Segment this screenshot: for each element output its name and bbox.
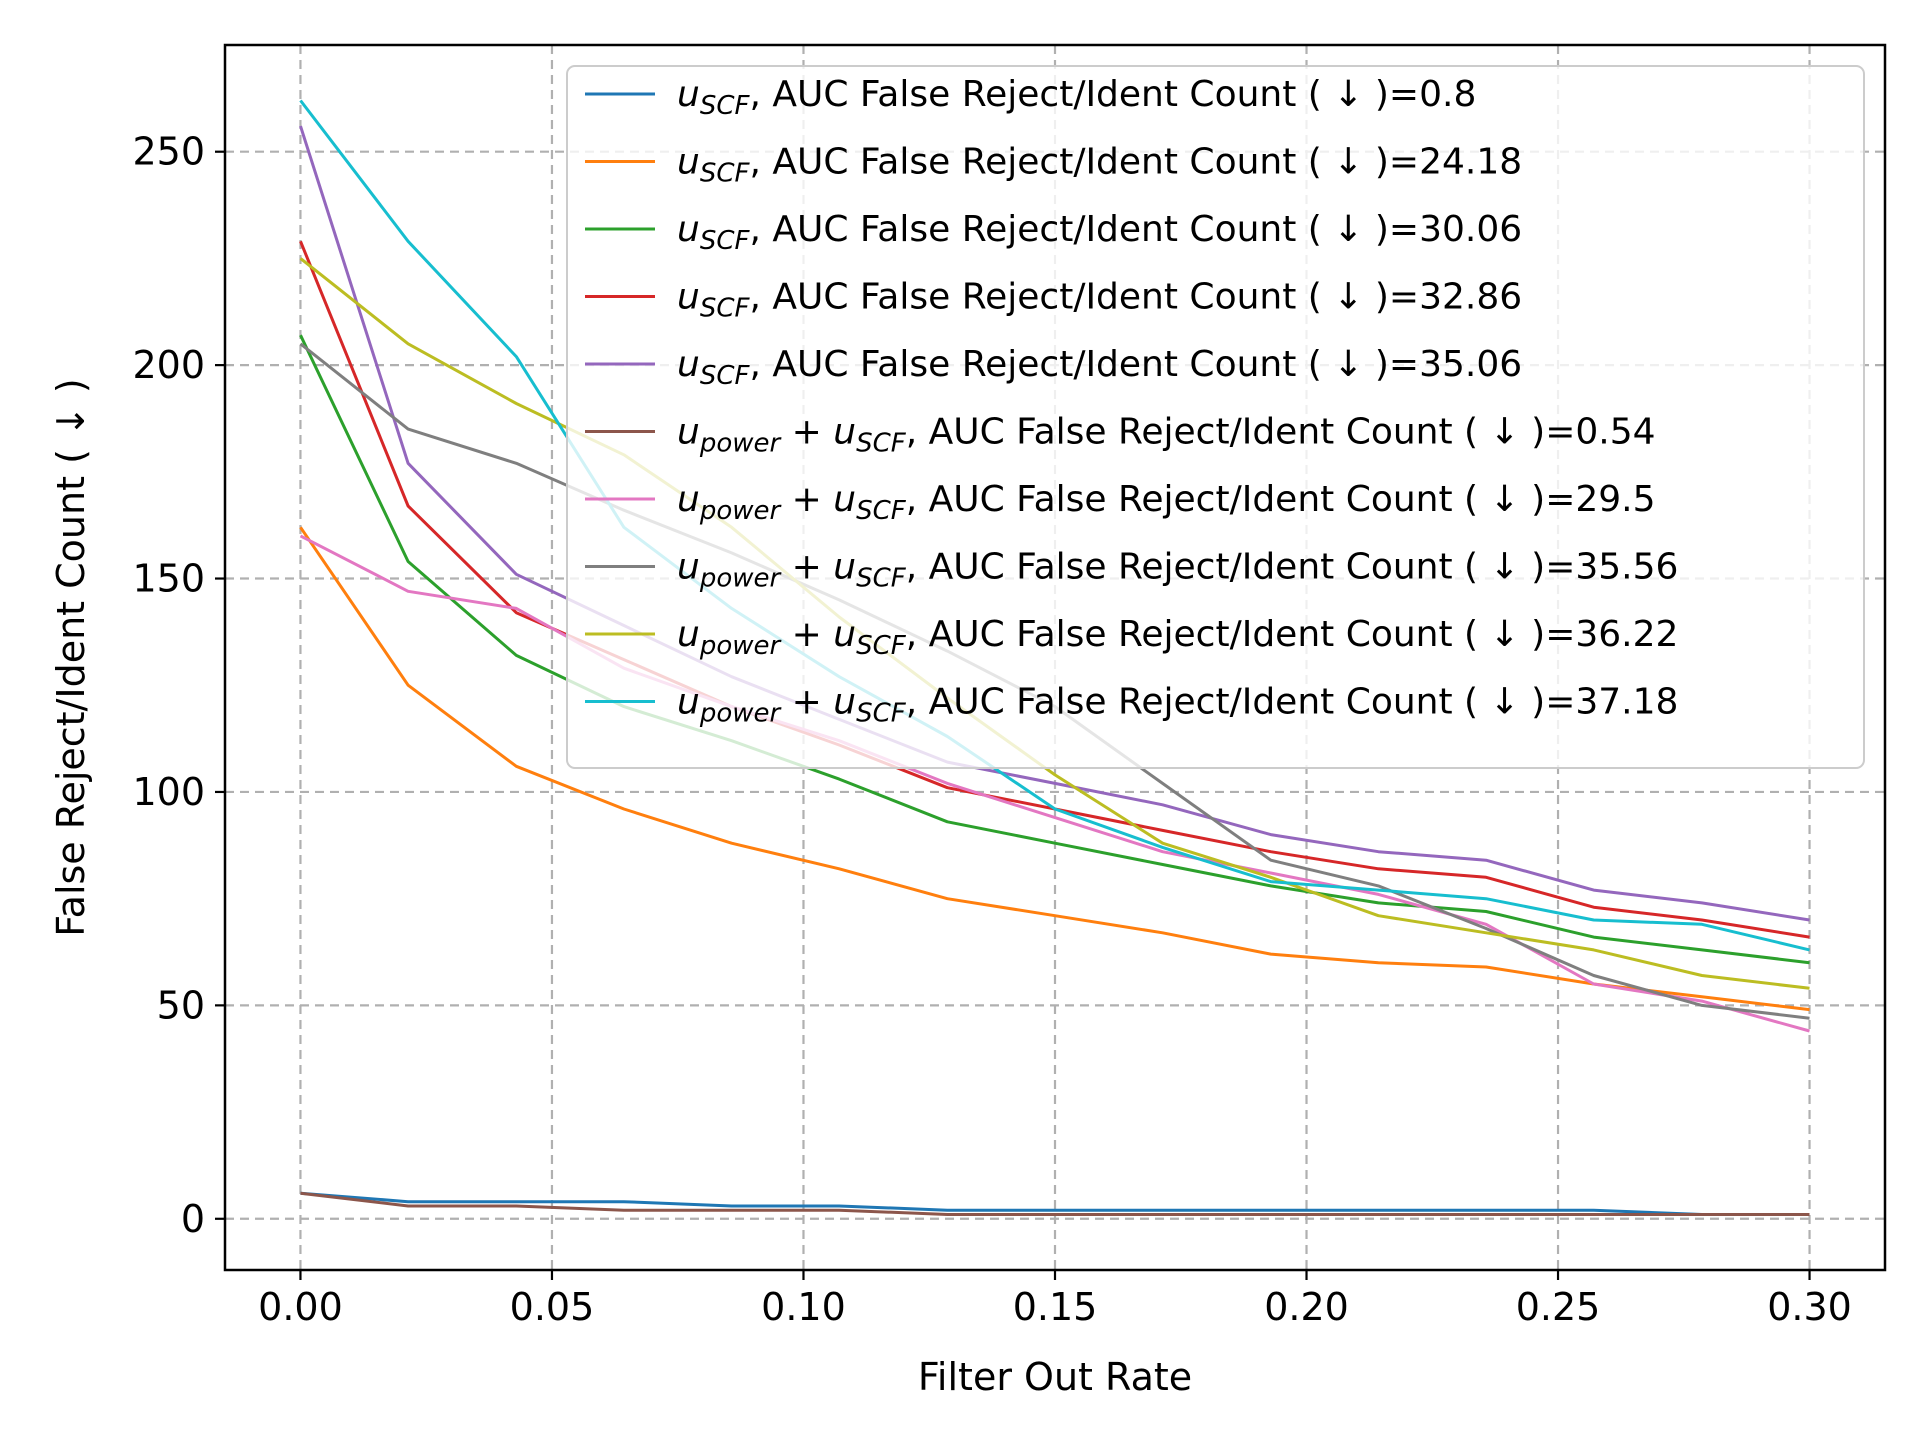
legend-entry-label: upower + uSCF, AUC False Reject/Ident Co… — [677, 614, 1678, 661]
legend-label-part: u — [833, 682, 856, 723]
legend-label-part: u — [677, 344, 700, 385]
x-tick-label: 0.00 — [258, 1285, 343, 1329]
legend-label-part: , AUC False Reject/Ident Count ( ↓ )=30.… — [749, 209, 1522, 250]
legend-label-part: power — [699, 699, 783, 729]
legend-label-part: , AUC False Reject/Ident Count ( ↓ )=29.… — [906, 479, 1656, 520]
series-line-7 — [299, 534, 1810, 1033]
legend-label-part: u — [833, 547, 856, 588]
legend-label-part: u — [833, 412, 856, 453]
legend-label-part: , AUC False Reject/Ident Count ( ↓ )=24.… — [749, 142, 1522, 183]
legend-label-part: , AUC False Reject/Ident Count ( ↓ )=36.… — [906, 614, 1679, 655]
x-tick-label: 0.20 — [1264, 1285, 1349, 1329]
legend-label-part: u — [677, 479, 700, 520]
legend-label-part: u — [677, 682, 700, 723]
legend-label-part: SCF — [856, 631, 907, 661]
legend-label-part: power — [699, 496, 783, 526]
series-line-6 — [300, 1191, 1810, 1216]
legend-label-part: SCF — [856, 564, 907, 594]
legend-entry-label: upower + uSCF, AUC False Reject/Ident Co… — [677, 479, 1656, 526]
y-tick-label: 250 — [132, 130, 205, 174]
legend-label-part: u — [833, 614, 856, 655]
series-line-2 — [299, 526, 1810, 1012]
legend-label-part: SCF — [700, 91, 751, 121]
x-tick-label: 0.25 — [1516, 1285, 1601, 1329]
legend-entry-label: uSCF, AUC False Reject/Ident Count ( ↓ )… — [677, 142, 1522, 189]
legend-label-part: u — [677, 547, 700, 588]
legend-label-part: + — [780, 547, 833, 588]
legend-box — [566, 65, 1865, 769]
series-line-3 — [299, 334, 1810, 965]
legend-label-part: u — [677, 614, 700, 655]
x-tick-label: 0.05 — [510, 1285, 595, 1329]
legend-label-part: SCF — [856, 496, 907, 526]
legend-entry-label: uSCF, AUC False Reject/Ident Count ( ↓ )… — [677, 277, 1522, 324]
legend-label-part: power — [699, 564, 783, 594]
legend-label-part: power — [699, 429, 783, 459]
legend-entry-label: upower + uSCF, AUC False Reject/Ident Co… — [677, 682, 1678, 729]
legend: uSCF, AUC False Reject/Ident Count ( ↓ )… — [566, 65, 1865, 769]
legend-label-part: SCF — [700, 159, 751, 189]
legend-entry-label: uSCF, AUC False Reject/Ident Count ( ↓ )… — [677, 74, 1476, 121]
legend-label-part: SCF — [856, 699, 907, 729]
x-axis-label: Filter Out Rate — [918, 1355, 1192, 1399]
x-tick-label: 0.15 — [1013, 1285, 1098, 1329]
legend-label-part: SCF — [856, 429, 907, 459]
legend-entry-label: upower + uSCF, AUC False Reject/Ident Co… — [677, 547, 1678, 594]
legend-entry-label: uSCF, AUC False Reject/Ident Count ( ↓ )… — [677, 209, 1522, 256]
legend-label-part: u — [677, 277, 700, 318]
legend-label-part: power — [699, 631, 783, 661]
legend-label-part: + — [780, 412, 833, 453]
legend-label-part: , AUC False Reject/Ident Count ( ↓ )=0.5… — [906, 412, 1656, 453]
legend-label-part: u — [677, 74, 700, 115]
legend-label-part: + — [780, 682, 833, 723]
legend-label-part: u — [677, 142, 700, 183]
legend-label-part: , AUC False Reject/Ident Count ( ↓ )=35.… — [749, 344, 1522, 385]
x-tick-label: 0.30 — [1767, 1285, 1852, 1329]
legend-label-part: , AUC False Reject/Ident Count ( ↓ )=0.8 — [749, 74, 1476, 115]
series-line-9 — [299, 257, 1810, 990]
legend-entry-label: upower + uSCF, AUC False Reject/Ident Co… — [677, 412, 1656, 459]
y-axis-label: False Reject/Ident Count ( ↓ ) — [49, 378, 93, 936]
series-line-5 — [299, 125, 1810, 922]
legend-label-part: , AUC False Reject/Ident Count ( ↓ )=37.… — [906, 682, 1679, 723]
legend-label-part: u — [677, 412, 700, 453]
legend-label-part: SCF — [700, 294, 751, 324]
legend-entry-label: uSCF, AUC False Reject/Ident Count ( ↓ )… — [677, 344, 1522, 391]
legend-label-part: u — [833, 479, 856, 520]
y-axis-ticks: 0 50 100 150 200 250 — [132, 130, 225, 1241]
legend-label-part: u — [677, 209, 700, 250]
legend-label-part: , AUC False Reject/Ident Count ( ↓ )=32.… — [749, 277, 1522, 318]
legend-label-part: + — [780, 614, 833, 655]
y-tick-label: 0 — [181, 1197, 205, 1241]
series-lines — [299, 99, 1810, 1216]
x-tick-label: 0.10 — [761, 1285, 846, 1329]
series-line-1 — [300, 1191, 1810, 1216]
y-tick-label: 150 — [132, 557, 205, 601]
x-axis-ticks: 0.00 0.05 0.10 0.15 0.20 0.25 0.30 — [258, 1270, 1852, 1329]
legend-label-part: SCF — [700, 361, 751, 391]
legend-label-part: + — [780, 479, 833, 520]
y-tick-label: 100 — [132, 770, 205, 814]
y-tick-label: 50 — [157, 983, 205, 1027]
y-tick-label: 200 — [132, 343, 205, 387]
legend-label-part: SCF — [700, 226, 751, 256]
series-line-10 — [299, 99, 1810, 952]
legend-label-part: , AUC False Reject/Ident Count ( ↓ )=35.… — [906, 547, 1679, 588]
